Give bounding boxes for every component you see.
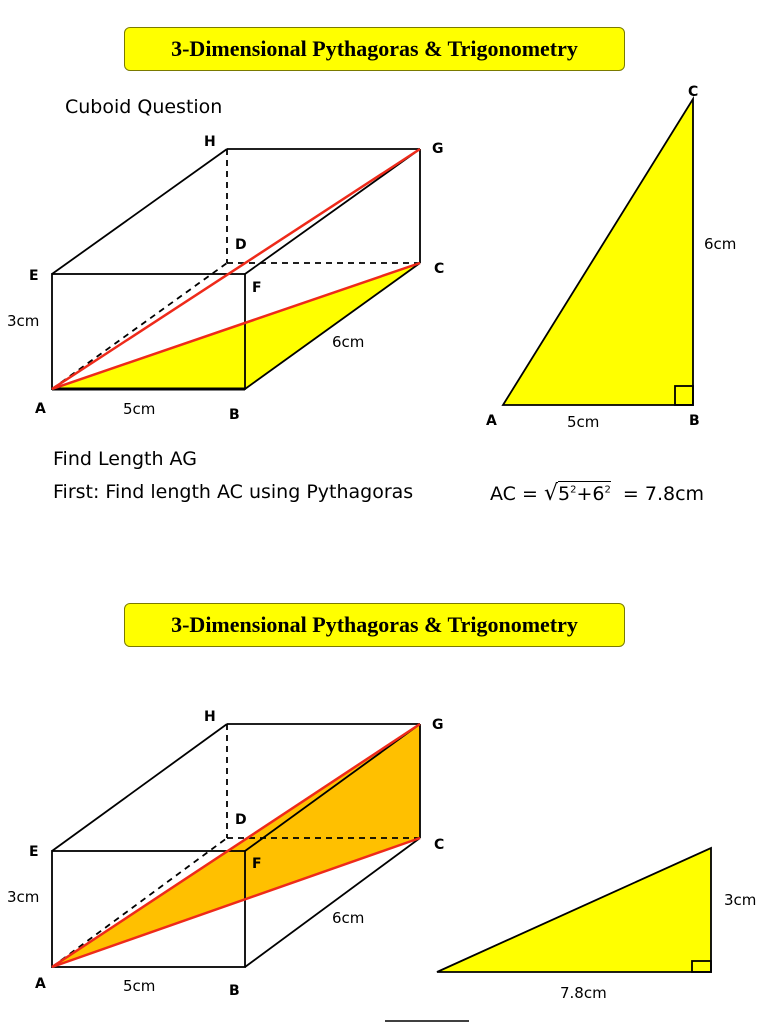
tri-vertex-a: A	[486, 413, 497, 429]
vertex-a: A	[35, 401, 46, 417]
dim-height: 3cm	[7, 312, 39, 330]
front-face-b	[51, 850, 246, 968]
root-sign: √	[543, 481, 558, 506]
first-text: First: Find length AC using Pythagoras	[53, 481, 414, 503]
right-angle-marker	[674, 385, 694, 406]
vertex-h-b: H	[204, 709, 216, 725]
tri-dim-vertical: 6cm	[704, 235, 736, 253]
triangle-agc	[436, 846, 712, 973]
tri-vertex-c: C	[688, 84, 698, 100]
radicand: 52+62	[557, 481, 611, 505]
vertex-f-b: F	[252, 856, 262, 872]
formula: AC = √52+62 = 7.8cm	[490, 481, 704, 506]
dim-depth-b: 6cm	[332, 909, 364, 927]
vertex-c: C	[434, 261, 444, 277]
formula-result: = 7.8cm	[622, 483, 705, 505]
vertex-a-b: A	[35, 976, 46, 992]
vertex-c-b: C	[434, 837, 444, 853]
formula-prefix: AC =	[490, 483, 544, 505]
vertex-g-b: G	[432, 717, 444, 733]
diagonal-ac	[51, 261, 421, 391]
diagonal-ac-b	[51, 836, 421, 969]
vertex-d: D	[235, 237, 247, 253]
tri-b-dim-base: 7.8cm	[560, 984, 607, 1002]
diagonal-ag	[51, 147, 421, 391]
dim-height-b: 3cm	[7, 888, 39, 906]
dim-depth: 6cm	[332, 333, 364, 351]
edge-bc	[244, 262, 421, 390]
vertex-b-b: B	[229, 983, 240, 999]
title-bottom: 3-Dimensional Pythagoras & Trigonometry	[171, 612, 578, 637]
title-box-bottom: 3-Dimensional Pythagoras & Trigonometry	[124, 603, 625, 647]
dim-width-b: 5cm	[123, 977, 155, 995]
vertex-h: H	[204, 134, 216, 150]
cuboid-bottom-labels: H G D C E F A B 3cm 5cm 6cm	[7, 709, 444, 999]
vertex-e-b: E	[29, 844, 39, 860]
find-text: Find Length AG	[53, 448, 197, 470]
edge-fg-b	[244, 723, 421, 852]
vertex-d-b: D	[235, 812, 247, 828]
edge-eh-b	[51, 723, 228, 852]
edge-ad-hidden-b	[51, 837, 228, 968]
vertex-g: G	[432, 141, 444, 157]
triangle-abc	[501, 95, 694, 406]
triangle-top: C A B 6cm 5cm	[486, 84, 736, 431]
vertex-f: F	[252, 280, 262, 296]
right-angle-marker-b	[691, 960, 712, 973]
tri-vertex-b: B	[689, 413, 700, 429]
title-top: 3-Dimensional Pythagoras & Trigonometry	[171, 36, 578, 61]
diagonal-ag-b	[51, 722, 421, 969]
cuboid-bottom	[51, 722, 421, 969]
vertex-b: B	[229, 407, 240, 423]
edge-fg	[244, 148, 421, 275]
sup2: 2	[604, 484, 611, 496]
tri-dim-base: 5cm	[567, 413, 599, 431]
title-box-top: 3-Dimensional Pythagoras & Trigonometry	[124, 27, 625, 71]
subtitle: Cuboid Question	[65, 96, 223, 118]
triangle-bottom: 3cm 7.8cm	[436, 846, 756, 1002]
tri-b-dim-vertical: 3cm	[724, 891, 756, 909]
dim-width: 5cm	[123, 400, 155, 418]
edge-bc-b	[244, 837, 421, 968]
cuboid-top	[51, 147, 421, 391]
edge-eh	[51, 148, 228, 275]
vertex-e: E	[29, 268, 39, 284]
cuboid-top-labels: H G D C E F A B 3cm 5cm 6cm	[7, 134, 444, 423]
edge-ad-hidden	[51, 262, 228, 390]
